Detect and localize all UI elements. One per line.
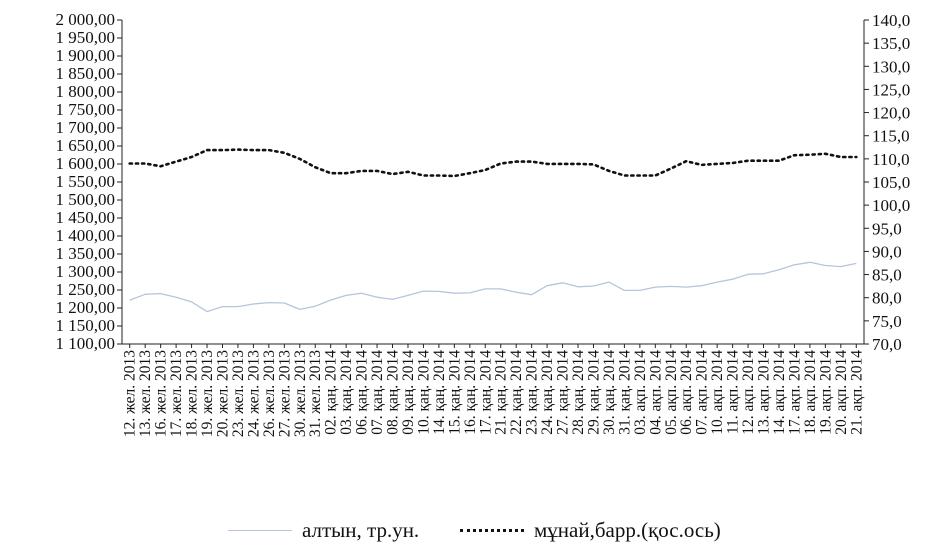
left-tick-label: 1 350,00 xyxy=(56,244,116,263)
right-tick-label: 105,0 xyxy=(872,173,910,192)
legend: алтын, тр.ун. мұнай,барр.(қос.ось) xyxy=(0,512,942,546)
x-tick-label: 30. қаң. 2014 xyxy=(601,350,618,435)
x-tick-label: 11. ақп. 2014 xyxy=(725,350,742,434)
x-tick-label: 12. ақп. 2014 xyxy=(740,350,757,435)
x-tick-label: 15. қаң. 2014 xyxy=(446,350,463,435)
right-tick-label: 70,0 xyxy=(872,335,902,354)
x-tick-label: 24. қаң. 2014 xyxy=(539,350,556,435)
x-tick-label: 27. қаң. 2014 xyxy=(555,350,572,435)
x-tick-label: 26. жел. 2013 xyxy=(261,350,278,437)
x-tick-label: 31. жел. 2013 xyxy=(307,350,324,437)
x-tick-label: 13. ақп. 2014 xyxy=(756,350,773,435)
right-tick-label: 80,0 xyxy=(872,289,902,308)
chart-axes xyxy=(121,20,865,345)
left-tick-label: 1 400,00 xyxy=(56,226,116,245)
left-tick-label: 1 850,00 xyxy=(56,64,116,83)
left-tick-label: 1 450,00 xyxy=(56,208,116,227)
x-tick-label: 20. ақп. 2014 xyxy=(833,350,850,435)
left-tick-label: 1 100,00 xyxy=(56,334,116,353)
x-tick-label: 22. қаң. 2014 xyxy=(508,350,525,435)
legend-item-gold: алтын, тр.ун. xyxy=(228,518,419,542)
right-tick-label: 130,0 xyxy=(872,57,910,76)
left-tick-label: 1 800,00 xyxy=(56,82,116,101)
x-tick-label: 02. қаң. 2014 xyxy=(323,350,340,435)
left-tick-label: 1 250,00 xyxy=(56,280,116,299)
x-tick-label: 06. ақп. 2014 xyxy=(678,350,695,435)
right-tick-label: 75,0 xyxy=(872,312,902,331)
line-chart: 1 100,001 150,001 200,001 250,001 300,00… xyxy=(56,10,911,437)
x-tick-label: 08. қаң. 2014 xyxy=(385,350,402,435)
x-tick-label: 30. жел. 2013 xyxy=(292,350,309,437)
series-line-gold xyxy=(129,261,857,313)
left-tick-label: 2 000,00 xyxy=(56,10,116,29)
x-tick-label: 17. жел. 2013 xyxy=(168,350,185,437)
x-tick-label: 14. ақп. 2014 xyxy=(771,350,788,435)
x-tick-label: 12. жел. 2013 xyxy=(122,350,139,437)
legend-label-oil: мұнай,барр.(қос.ось) xyxy=(534,517,721,542)
legend-swatch-gold xyxy=(228,529,292,531)
x-tick-label: 13. жел. 2013 xyxy=(137,350,154,437)
x-tick-label: 23. қаң. 2014 xyxy=(524,350,541,435)
series-line-oil xyxy=(128,148,858,178)
x-tick-label: 18. жел. 2013 xyxy=(184,350,201,437)
left-tick-label: 1 750,00 xyxy=(56,100,116,119)
x-tick-label: 17. ақп. 2014 xyxy=(786,350,803,435)
left-tick-label: 1 150,00 xyxy=(56,316,116,335)
series-layer xyxy=(128,148,858,313)
x-tick-label: 27. жел. 2013 xyxy=(276,350,293,437)
x-tick-label: 16. жел. 2013 xyxy=(153,350,170,437)
x-tick-label: 10. ақп. 2014 xyxy=(709,350,726,435)
x-tick-label: 09. қаң. 2014 xyxy=(400,350,417,435)
x-tick-label: 14. қаң. 2014 xyxy=(431,350,448,435)
left-tick-label: 1 200,00 xyxy=(56,298,116,317)
legend-swatch-oil xyxy=(460,528,524,532)
right-tick-label: 135,0 xyxy=(872,34,910,53)
x-tick-label: 24. жел. 2013 xyxy=(245,350,262,437)
x-tick-label: 05. ақп. 2014 xyxy=(663,350,680,435)
x-tick-label: 17. қаң. 2014 xyxy=(477,350,494,435)
right-tick-label: 120,0 xyxy=(872,104,910,123)
x-tick-label: 10. қаң. 2014 xyxy=(415,350,432,435)
left-tick-label: 1 500,00 xyxy=(56,190,116,209)
x-tick-label: 31. қаң. 2014 xyxy=(616,350,633,435)
legend-item-oil: мұнай,барр.(қос.ось) xyxy=(460,518,721,542)
x-tick-label: 03. ақп. 2014 xyxy=(632,350,649,435)
left-tick-label: 1 900,00 xyxy=(56,46,116,65)
right-axis-ticks: 70,0 75,0 80,0 85,0 90,0 95,0 100,0 105,0 110,0 1… xyxy=(864,11,910,354)
left-tick-label: 1 300,00 xyxy=(56,262,116,281)
x-tick-label: 16. қаң. 2014 xyxy=(462,350,479,435)
x-tick-label: 21. қаң. 2014 xyxy=(493,350,510,435)
left-tick-label: 1 650,00 xyxy=(56,136,116,155)
left-tick-label: 1 950,00 xyxy=(56,28,116,47)
x-tick-label: 19. ақп. 2014 xyxy=(817,350,834,435)
x-tick-label: 28. қаң. 2014 xyxy=(570,350,587,435)
right-tick-label: 140,0 xyxy=(872,11,910,30)
x-tick-label: 04. ақп. 2014 xyxy=(647,350,664,435)
x-tick-label: 29. қаң. 2014 xyxy=(585,350,602,435)
x-tick-label: 18. ақп. 2014 xyxy=(802,350,819,435)
left-tick-label: 1 550,00 xyxy=(56,172,116,191)
right-tick-label: 95,0 xyxy=(872,219,902,238)
right-tick-label: 125,0 xyxy=(872,80,910,99)
right-tick-label: 85,0 xyxy=(872,266,902,285)
right-tick-label: 90,0 xyxy=(872,242,902,261)
right-tick-label: 110,0 xyxy=(872,150,910,169)
legend-label-gold: алтын, тр.ун. xyxy=(302,517,420,542)
x-tick-label: 19. жел. 2013 xyxy=(199,350,216,437)
x-tick-label: 07. қаң. 2014 xyxy=(369,350,386,435)
x-tick-label: 23. жел. 2013 xyxy=(230,350,247,437)
x-tick-label: 21. ақп. 2014 xyxy=(848,350,865,435)
x-tick-label: 03. қаң. 2014 xyxy=(338,350,355,435)
x-tick-label: 06. қаң. 2014 xyxy=(354,350,371,435)
x-tick-label: 07. ақп. 2014 xyxy=(694,350,711,435)
x-tick-label: 20. жел. 2013 xyxy=(214,350,231,437)
left-tick-label: 1 600,00 xyxy=(56,154,116,173)
right-tick-label: 115,0 xyxy=(872,127,910,146)
left-tick-label: 1 700,00 xyxy=(56,118,116,137)
left-axis-ticks: 1 100,001 150,001 200,001 250,001 300,00… xyxy=(56,10,122,353)
right-tick-label: 100,0 xyxy=(872,196,910,215)
